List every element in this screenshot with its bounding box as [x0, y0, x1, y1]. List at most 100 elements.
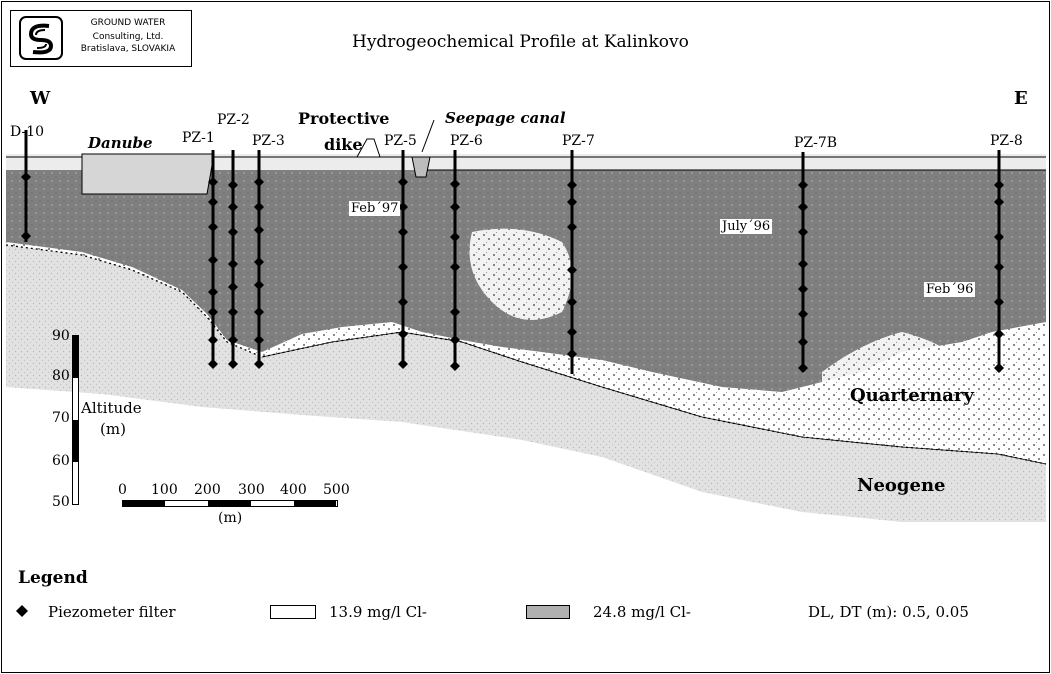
distance-tick-500: 500: [323, 482, 350, 498]
piezometer-filter-marker: [228, 282, 238, 292]
piezometer-filter-marker: [450, 179, 460, 189]
well-pz-1: [208, 150, 218, 369]
legend-dispersivity: DL, DT (m): 0.5, 0.05: [808, 603, 969, 621]
piezometer-filter-marker: [254, 177, 264, 187]
piezometer-filter-marker: [450, 335, 460, 345]
date-label-july96: July´96: [720, 219, 773, 234]
piezometer-filter-marker: [208, 255, 218, 265]
piezometer-filter-marker: [254, 335, 264, 345]
piezometer-filter-marker: [450, 202, 460, 212]
logo-line-2: Consulting, Ltd.: [92, 32, 164, 42]
danube-label: Danube: [88, 134, 153, 152]
neogene-label: Neogene: [857, 475, 946, 496]
altitude-unit: (m): [100, 420, 126, 438]
well-label-pz-6: PZ-6: [450, 133, 483, 149]
legend-low-concentration-swatch: [270, 605, 316, 619]
piezometer-filter-marker: [254, 202, 264, 212]
piezometer-filter-marker: [228, 359, 238, 369]
piezometer-filter-marker: [798, 227, 808, 237]
piezometer-filter-marker: [994, 329, 1004, 339]
piezometer-filter-marker: [994, 197, 1004, 207]
protective-dike: [356, 138, 381, 158]
piezometer-filter-marker: [228, 259, 238, 269]
distance-tick-300: 300: [238, 482, 265, 498]
well-label-pz-2: PZ-2: [217, 112, 250, 128]
surface-strip: [6, 154, 1046, 170]
well-pz-5: [398, 150, 408, 369]
piezometer-filter-marker: [208, 307, 218, 317]
cross-section-diagram: [5, 119, 1047, 522]
piezometer-filter-marker: [398, 177, 408, 187]
piezometer-filter-marker: [798, 309, 808, 319]
piezometer-filter-icon: [16, 605, 28, 617]
well-pz-8: [994, 150, 1004, 373]
piezometer-filter-marker: [21, 231, 31, 241]
piezometer-filter-marker: [254, 359, 264, 369]
west-label: W: [30, 88, 51, 109]
piezometer-filter-marker: [994, 297, 1004, 307]
piezometer-filter-marker: [208, 177, 218, 187]
piezometer-filter-marker: [798, 284, 808, 294]
well-d-10: [21, 130, 31, 242]
piezometer-filter-marker: [208, 222, 218, 232]
dike-label: dike: [324, 135, 363, 154]
figure-title: Hydrogeochemical Profile at Kalinkovo: [352, 32, 689, 52]
altitude-tick-60: 60: [52, 453, 70, 469]
piezometer-filter-marker: [228, 227, 238, 237]
piezometer-filter-marker: [567, 327, 577, 337]
logo-line-3: Bratislava, SLOVAKIA: [80, 44, 176, 54]
piezometer-filter-marker: [567, 197, 577, 207]
piezometer-filter-marker: [398, 202, 408, 212]
piezometer-filter-marker: [994, 180, 1004, 190]
well-label-pz-1: PZ-1: [182, 130, 215, 146]
piezometer-filter-marker: [398, 329, 408, 339]
distance-tick-400: 400: [280, 482, 307, 498]
piezometer-filter-marker: [450, 262, 460, 272]
piezometer-filter-marker: [567, 297, 577, 307]
wells-layer: [21, 130, 1004, 374]
piezometer-filter-marker: [254, 307, 264, 317]
legend-high-concentration-label: 24.8 mg/l Cl-: [593, 603, 691, 621]
stylized-s-icon: [19, 16, 63, 60]
date-label-feb96: Feb´96: [924, 282, 976, 297]
altitude-tick-70: 70: [52, 410, 70, 426]
piezometer-filter-marker: [208, 359, 218, 369]
neogene-sediment-layer: [6, 245, 1046, 522]
distance-tick-200: 200: [194, 482, 221, 498]
piezometer-filter-marker: [798, 259, 808, 269]
well-pz-3: [254, 150, 264, 369]
distance-tick-0: 0: [118, 482, 127, 498]
well-pz-6: [450, 150, 460, 371]
piezometer-filter-marker: [398, 297, 408, 307]
piezometer-filter-marker: [254, 257, 264, 267]
piezometer-filter-marker: [798, 180, 808, 190]
piezometer-filter-marker: [798, 337, 808, 347]
piezometer-filter-marker: [567, 222, 577, 232]
altitude-tick-90: 90: [52, 328, 70, 344]
piezometer-filter-marker: [567, 265, 577, 275]
altitude-label: Altitude: [81, 399, 142, 417]
seepage-canal-label: Seepage canal: [445, 109, 566, 127]
piezometer-filter-marker: [228, 335, 238, 345]
piezometer-filter-marker: [228, 202, 238, 212]
danube-riverbed: [81, 153, 215, 195]
seepage-canal: [411, 156, 431, 178]
legend-piezometer-label: Piezometer filter: [48, 603, 176, 621]
piezometer-filter-marker: [450, 307, 460, 317]
altitude-tick-50: 50: [52, 494, 70, 510]
well-label-pz-7: PZ-7: [562, 133, 595, 149]
well-label-pz-8: PZ-8: [990, 133, 1023, 149]
well-label-pz-5: PZ-5: [384, 133, 417, 149]
east-label: E: [1014, 88, 1028, 109]
plume-light-window-east: [822, 332, 962, 422]
well-pz-7b: [798, 152, 808, 373]
plume-light-window: [469, 228, 572, 320]
well-label-pz-3: PZ-3: [252, 133, 285, 149]
well-pz-7: [567, 150, 577, 374]
distance-tick-100: 100: [151, 482, 178, 498]
piezometer-filter-marker: [208, 197, 218, 207]
piezometer-filter-marker: [798, 363, 808, 373]
piezometer-filter-marker: [450, 361, 460, 371]
quarternary-label: Quarternary: [850, 385, 974, 406]
piezometer-filter-marker: [398, 359, 408, 369]
